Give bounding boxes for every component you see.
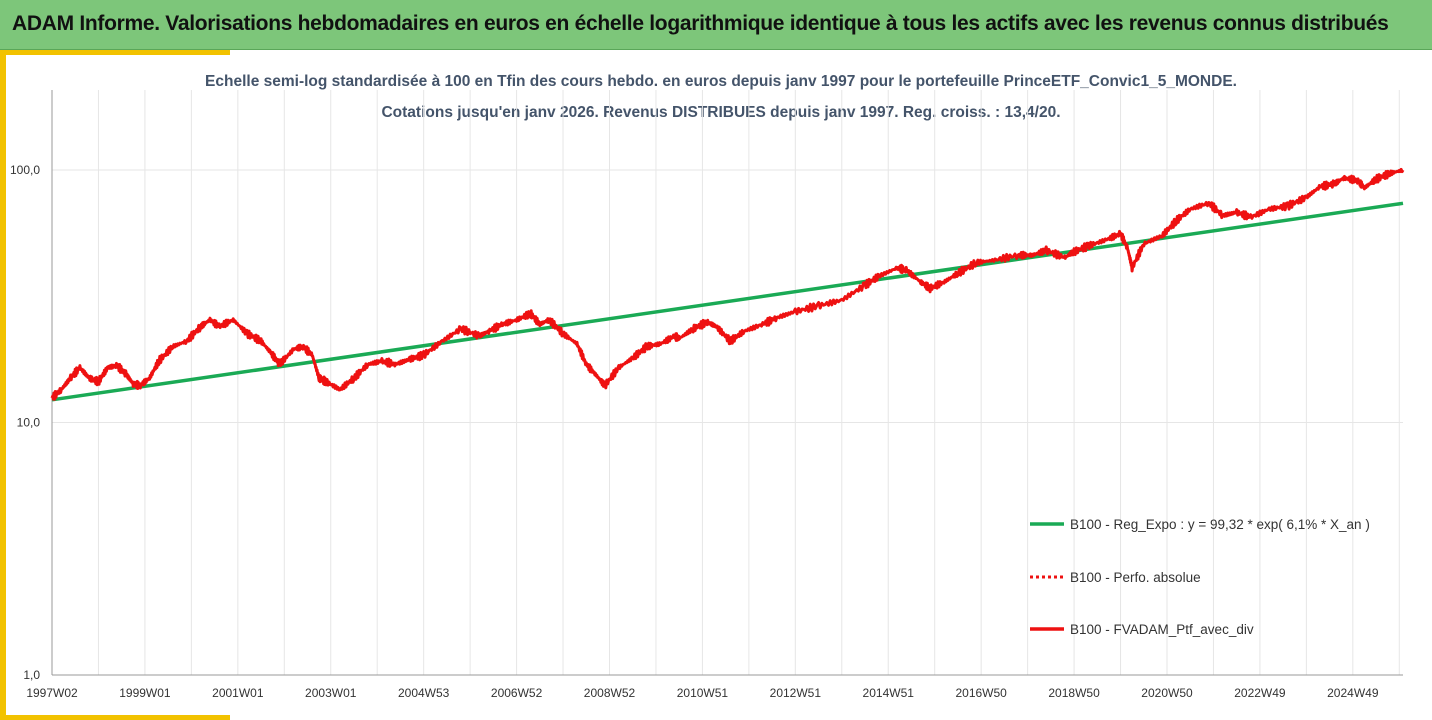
legend-label-portfolio: B100 - FVADAM_Ptf_avec_div	[1070, 622, 1254, 637]
series-line-regression	[51, 201, 1404, 402]
x-tick-label: 2020W50	[1141, 686, 1193, 700]
page-title: ADAM Informe. Valorisations hebdomadaire…	[12, 12, 1389, 35]
grid	[51, 90, 1403, 675]
x-tick-label: 2003W01	[305, 686, 357, 700]
series-line-portfolio	[50, 167, 1405, 401]
x-tick-label: 2024W49	[1327, 686, 1379, 700]
x-tick-label: 2018W50	[1048, 686, 1100, 700]
chart-subtitle: Cotations jusqu'en janv 2026. Revenus DI…	[381, 104, 1060, 121]
chart-title: Echelle semi-log standardisée à 100 en T…	[205, 73, 1237, 90]
x-tick-label: 2016W50	[955, 686, 1007, 700]
x-tick-label: 2008W52	[584, 686, 636, 700]
x-tick-label: 2014W51	[863, 686, 915, 700]
x-tick-label: 2012W51	[770, 686, 822, 700]
x-tick-label: 1999W01	[119, 686, 171, 700]
legend: B100 - Reg_Expo : y = 99,32 * exp( 6,1% …	[1030, 517, 1370, 637]
header-bar: ADAM Informe. Valorisations hebdomadaire…	[0, 0, 1432, 50]
axes: 1,0 10,0 100,0 1997W02 1999W01 2001W01 2003W01…	[10, 90, 1403, 700]
x-tick-label: 1997W02	[26, 686, 78, 700]
y-tick-label: 10,0	[17, 416, 41, 430]
x-tick-label: 2001W01	[212, 686, 264, 700]
accent-bar-left	[0, 50, 6, 720]
y-tick-label: 100,0	[10, 163, 40, 177]
accent-bar-top	[0, 50, 230, 55]
x-tick-label: 2022W49	[1234, 686, 1286, 700]
legend-label-perfo-absolue: B100 - Perfo. absolue	[1070, 570, 1201, 585]
y-tick-label: 1,0	[23, 668, 40, 682]
legend-label-regression: B100 - Reg_Expo : y = 99,32 * exp( 6,1% …	[1070, 517, 1370, 532]
x-tick-label: 2004W53	[398, 686, 450, 700]
plot-area	[50, 167, 1405, 402]
x-tick-label: 2006W52	[491, 686, 543, 700]
x-tick-label: 2010W51	[677, 686, 729, 700]
accent-bar-bottom	[0, 715, 230, 720]
